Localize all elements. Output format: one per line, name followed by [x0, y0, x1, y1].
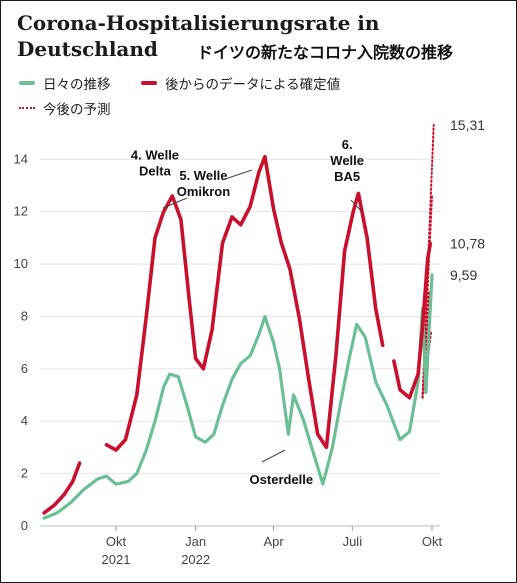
legend-swatch-daily	[19, 81, 35, 85]
annotation-text: BA5	[334, 169, 360, 184]
series-line-confirmed	[392, 241, 433, 400]
legend-label-confirmed: 後からのデータによる確定値	[165, 77, 341, 93]
annotation-text: 4. Welle	[131, 147, 179, 162]
annotation-text: Delta	[139, 163, 172, 178]
x-tick-label: Okt	[422, 534, 443, 549]
series-line-daily	[42, 273, 434, 520]
annotation-leader	[261, 449, 286, 463]
legend-swatch-forecast	[19, 107, 35, 109]
annotation-text: Osterdelle	[250, 472, 314, 487]
x-tick-label: Apr	[263, 534, 284, 549]
end-value-label: 9,59	[450, 267, 477, 283]
y-tick-label: 0	[21, 518, 28, 533]
legend-label-forecast: 今後の予測	[43, 102, 111, 118]
annotation-leader	[162, 197, 188, 209]
x-tick-sublabel: 2022	[181, 552, 210, 567]
end-value-label: 10,78	[450, 236, 485, 252]
x-tick-sublabel: 2021	[102, 552, 131, 567]
y-tick-label: 4	[21, 413, 28, 428]
y-tick-label: 6	[21, 361, 28, 376]
x-tick-label: Jan	[185, 534, 206, 549]
legend-item-daily: 日々の推移	[19, 73, 111, 93]
chart-title: Corona-Hospitalisierungsrate in Deutschl…	[17, 11, 380, 61]
y-tick-label: 10	[14, 256, 28, 271]
annotation-text: Omikron	[177, 184, 231, 199]
chart-subtitle: ドイツの新たなコロナ入院数の推移	[197, 43, 454, 62]
annotation-leader	[350, 199, 364, 214]
legend-item-forecast: 今後の予測	[19, 98, 111, 118]
y-tick-label: 8	[21, 308, 28, 323]
end-value-label: 15,31	[450, 117, 485, 133]
legend-item-confirmed: 後からのデータによる確定値	[141, 73, 340, 93]
annotation-text: Welle	[330, 153, 364, 168]
annotation-leader	[221, 169, 253, 181]
series-line-confirmed	[104, 154, 385, 452]
annotation-text: 6.	[342, 137, 353, 152]
x-tick-label: Okt	[106, 534, 127, 549]
y-tick-label: 12	[14, 204, 28, 219]
x-tick-label: Juli	[343, 534, 363, 549]
annotation-text: 5. Welle	[179, 168, 227, 183]
y-tick-label: 14	[14, 151, 28, 166]
legend-label-daily: 日々の推移	[43, 77, 111, 93]
forecast-line	[421, 289, 431, 399]
y-tick-label: 2	[21, 466, 28, 481]
legend-swatch-confirmed	[141, 81, 157, 85]
series-line-confirmed	[42, 461, 82, 515]
